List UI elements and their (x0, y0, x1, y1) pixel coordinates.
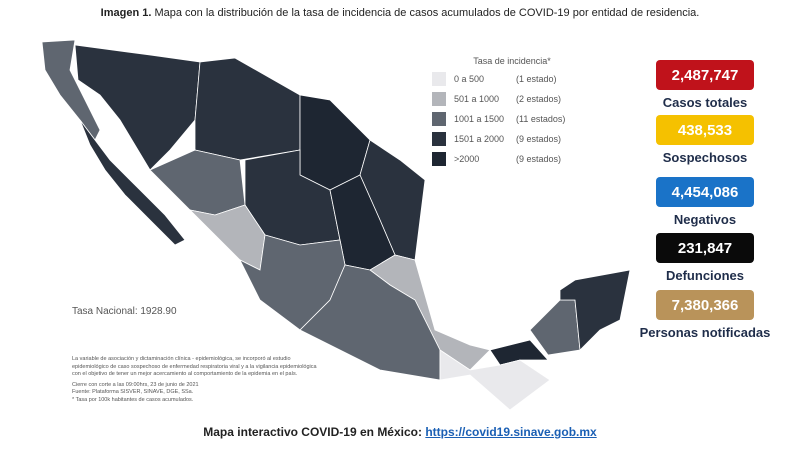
legend-range: 0 a 500 (454, 74, 485, 84)
stat-label: Casos totales (662, 95, 748, 110)
stat-label: Negativos (673, 212, 737, 227)
header-title: Mapa con la distribución de la tasa de i… (154, 7, 700, 19)
state (559, 269, 631, 351)
state (79, 119, 186, 246)
legend-range: >2000 (454, 154, 480, 164)
state (529, 299, 581, 356)
legend-count: (11 estados) (516, 114, 566, 124)
note-line: epidemiológico de caso sospechoso de enf… (72, 363, 317, 370)
note-line: La variable de asociación y dictaminació… (72, 356, 291, 362)
legend-swatch (432, 112, 446, 126)
note-line: Fuente: Plataforma SISVER, SINAVE, DGE, … (72, 389, 194, 395)
footer-link[interactable]: https://covid19.sinave.gob.mx (425, 425, 597, 439)
legend-title: Tasa de incidencia* (473, 56, 551, 66)
legend-range: 1501 a 2000 (454, 134, 505, 144)
state (489, 339, 549, 366)
note-line: * Tasa por 100k habitantes de casos acum… (72, 396, 194, 403)
header-label: Imagen 1. (100, 7, 152, 19)
legend-item: 0 a 500 (1 estado) (432, 69, 592, 89)
stat-value: 438,533 (656, 115, 754, 145)
legend-range: 501 a 1000 (454, 94, 500, 104)
state (74, 44, 201, 171)
legend-count: (1 estado) (516, 74, 557, 84)
stat-label: Defunciones (665, 268, 744, 283)
legend-swatch (432, 92, 446, 106)
state (41, 39, 101, 141)
legend-item: >2000 (9 estados) (432, 149, 592, 169)
legend-swatch (432, 152, 446, 166)
state (239, 234, 346, 331)
state (149, 149, 246, 216)
stat-value: 2,487,747 (656, 60, 754, 90)
stat-value: 7,380,366 (656, 290, 754, 320)
legend-swatch (432, 132, 446, 146)
note-line: con el objetivo de tener un mejor acerca… (72, 371, 298, 377)
state (299, 264, 441, 381)
notes: La variable de asociación y dictaminació… (72, 356, 372, 404)
legend-count: (9 estados) (516, 134, 562, 144)
legend-item: 1001 a 1500 (11 estados) (432, 109, 592, 129)
stat-label: Personas notificadas (639, 325, 771, 340)
footer: Mapa interactivo COVID-19 en México: htt… (0, 425, 800, 439)
legend-count: (2 estados) (516, 94, 562, 104)
legend-item: 501 a 1000 (2 estados) (432, 89, 592, 109)
mexico-map (41, 39, 631, 411)
legend: Tasa de incidencia* 0 a 500 (1 estado) 501… (432, 56, 592, 169)
stat-label: Sospechosos (662, 150, 748, 165)
state (194, 57, 301, 161)
legend-item: 1501 a 2000 (9 estados) (432, 129, 592, 149)
national-rate: Tasa Nacional: 1928.90 (72, 306, 177, 317)
state (439, 349, 551, 411)
footer-text: Mapa interactivo COVID-19 en México: (203, 425, 422, 439)
stat-value: 4,454,086 (656, 177, 754, 207)
legend-swatch (432, 72, 446, 86)
legend-count: (9 estados) (516, 154, 562, 164)
stat-value: 231,847 (656, 233, 754, 263)
legend-range: 1001 a 1500 (454, 114, 505, 124)
header: Imagen 1. Mapa con la distribución de la… (0, 7, 800, 19)
note-line: Cierre con corte a las 09:00hrs, 23 de j… (72, 381, 199, 388)
